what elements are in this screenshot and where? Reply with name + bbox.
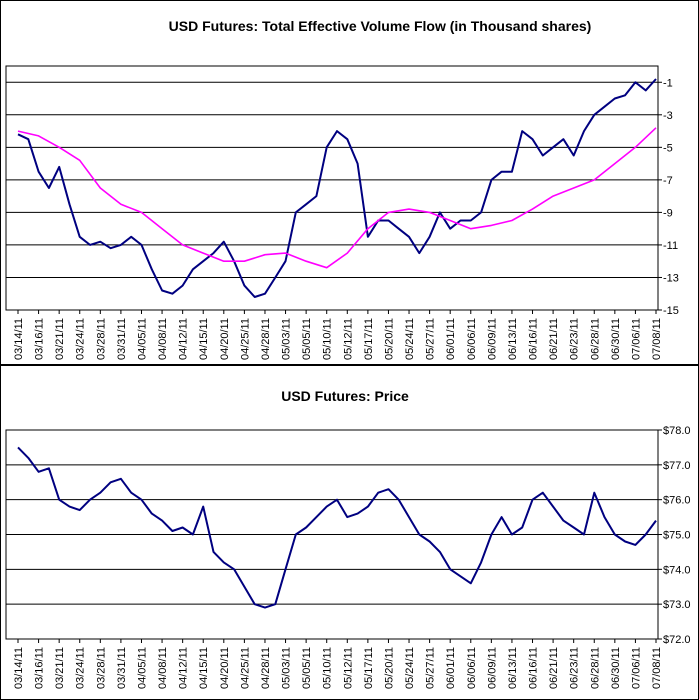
x-tick-label: 05/03/11: [281, 647, 293, 689]
x-tick-label: 04/25/11: [239, 647, 251, 689]
x-tick-label: 05/12/11: [342, 647, 354, 689]
y-tick-label: -1: [663, 77, 673, 89]
x-tick-label: 07/08/11: [651, 318, 663, 360]
y-tick-label: $75.0: [663, 530, 691, 542]
chart-1-frame: [0, 0, 699, 365]
x-tick-label: 07/06/11: [630, 647, 642, 689]
x-tick-label: 04/20/11: [219, 647, 231, 689]
series-line: [17, 78, 657, 298]
y-tick-label: -5: [663, 142, 673, 154]
x-tick-label: 06/13/11: [507, 647, 519, 689]
x-tick-label: 06/01/11: [445, 318, 457, 360]
chart-volume-flow: USD Futures: Total Effective Volume Flow…: [0, 0, 699, 365]
y-tick-label: -15: [663, 305, 679, 317]
x-tick-label: 03/28/11: [95, 318, 107, 360]
chart-2-title: USD Futures: Price: [281, 388, 409, 404]
x-tick-label: 04/25/11: [239, 318, 251, 360]
x-tick-label: 05/24/11: [404, 318, 416, 360]
y-tick-label: $73.0: [663, 599, 691, 611]
x-tick-label: 05/20/11: [383, 318, 395, 360]
x-tick-label: 03/14/11: [13, 647, 25, 689]
x-tick-label: 05/27/11: [425, 318, 437, 360]
x-tick-label: 05/03/11: [281, 318, 293, 360]
x-tick-label: 03/21/11: [54, 318, 66, 360]
x-tick-label: 03/14/11: [13, 318, 25, 360]
x-tick-label: 05/27/11: [425, 647, 437, 689]
x-tick-label: 05/20/11: [383, 647, 395, 689]
x-tick-label: 05/12/11: [342, 318, 354, 360]
x-tick-label: 05/10/11: [322, 647, 334, 689]
y-tick-label: -3: [663, 110, 673, 122]
chart-2-gridlines: [6, 429, 662, 640]
x-tick-label: 05/05/11: [301, 318, 313, 360]
chart-2-y-tick-labels: $78.0 $77.0 $76.0 $75.0 $74.0 $73.0 $72.0: [663, 425, 691, 646]
x-tick-label: 03/24/11: [75, 318, 87, 360]
x-tick-label: 05/24/11: [404, 647, 416, 689]
x-tick-label: 06/06/11: [466, 647, 478, 689]
chart-1-y-tick-labels: -1 -3 -5 -7 -9 -11 -13 -15: [663, 77, 679, 317]
chart-1-gridlines: [6, 81, 662, 311]
x-tick-label: 06/13/11: [507, 318, 519, 360]
x-tick-label: 06/28/11: [589, 318, 601, 360]
y-tick-label: -9: [663, 207, 673, 219]
chart-2-x-tick-labels: 03/14/11 03/16/11 03/21/11 03/24/11 03/28/11…: [13, 639, 663, 689]
x-tick-label: 03/16/11: [34, 647, 46, 689]
y-tick-label: $72.0: [663, 634, 691, 646]
x-tick-label: 06/16/11: [528, 318, 540, 360]
x-tick-label: 06/09/11: [486, 318, 498, 360]
x-tick-label: 06/21/11: [548, 318, 560, 360]
x-tick-label: 04/08/11: [157, 647, 169, 689]
x-tick-label: 06/09/11: [486, 647, 498, 689]
x-tick-label: 04/08/11: [157, 318, 169, 360]
chart-1-title: USD Futures: Total Effective Volume Flow…: [169, 18, 592, 34]
x-tick-label: 04/12/11: [178, 647, 190, 689]
x-tick-label: 05/10/11: [322, 318, 334, 360]
x-tick-label: 03/31/11: [116, 318, 128, 360]
x-tick-label: 04/20/11: [219, 318, 231, 360]
x-tick-label: 06/23/11: [569, 647, 581, 689]
y-tick-label: -11: [663, 240, 678, 252]
x-tick-label: 04/15/11: [198, 318, 210, 360]
chart-1-series-lines: [17, 78, 657, 298]
x-tick-label: 04/28/11: [260, 647, 272, 689]
x-tick-label: 06/28/11: [589, 647, 601, 689]
x-tick-label: 06/23/11: [569, 318, 581, 360]
moving-average-line: [17, 127, 657, 269]
x-tick-label: 03/31/11: [116, 647, 128, 689]
x-tick-label: 04/05/11: [136, 318, 148, 360]
x-tick-label: 03/24/11: [75, 647, 87, 689]
y-tick-label: $78.0: [663, 425, 691, 437]
chart-2-series-lines: [17, 446, 657, 609]
x-tick-label: 04/05/11: [136, 647, 148, 689]
y-tick-label: -7: [663, 175, 673, 187]
x-tick-label: 05/17/11: [363, 647, 375, 689]
y-tick-label: $74.0: [663, 564, 691, 576]
x-tick-label: 05/17/11: [363, 318, 375, 360]
x-tick-label: 06/30/11: [610, 647, 622, 689]
y-tick-label: -13: [663, 272, 679, 284]
x-tick-label: 06/21/11: [548, 647, 560, 689]
series-line: [17, 446, 657, 609]
x-tick-label: 04/28/11: [260, 318, 272, 360]
x-tick-label: 04/12/11: [178, 318, 190, 360]
x-tick-label: 03/21/11: [54, 647, 66, 689]
x-tick-label: 04/15/11: [198, 647, 210, 689]
y-tick-label: $76.0: [663, 495, 691, 507]
x-tick-label: 06/16/11: [528, 647, 540, 689]
x-tick-label: 07/06/11: [630, 318, 642, 360]
x-tick-label: 06/30/11: [610, 318, 622, 360]
x-tick-label: 06/06/11: [466, 318, 478, 360]
chart-price: USD Futures: Price $78.0$77.0$76.0$75.0$…: [0, 365, 699, 700]
x-tick-label: 03/16/11: [34, 318, 46, 360]
x-tick-label: 03/28/11: [95, 647, 107, 689]
x-tick-label: 06/01/11: [445, 647, 457, 689]
y-tick-label: $77.0: [663, 460, 691, 472]
x-tick-label: 07/08/11: [651, 647, 663, 689]
chart-1-x-tick-labels: 03/14/11 03/16/11 03/21/11 03/24/11 03/28/11…: [13, 310, 663, 360]
x-tick-label: 05/05/11: [301, 647, 313, 689]
